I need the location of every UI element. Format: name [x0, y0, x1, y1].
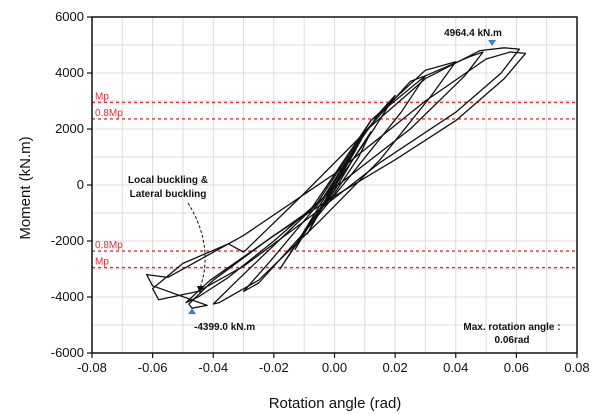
y-tick-labels: -6000 -4000 -2000 0 2000 4000 6000 — [51, 9, 84, 360]
hysteresis-loop-5 — [212, 61, 457, 305]
x-tick-label: -0.08 — [77, 360, 107, 375]
y-tick-label: 2000 — [55, 121, 84, 136]
grid — [91, 16, 578, 354]
y-axis-label: Moment (kN.m) — [17, 136, 34, 239]
max-rotation-annotation-line-1: Max. rotation angle : — [463, 322, 560, 333]
max-rotation-annotation-line-2: 0.06rad — [494, 335, 529, 346]
buckling-annotation-arrowhead — [197, 286, 203, 294]
x-tick-labels: -0.08 -0.06 -0.04 -0.02 0.00 0.02 0.04 0.06 0.08 — [77, 360, 589, 375]
x-tick-label: 0.02 — [382, 360, 407, 375]
hysteresis-loop-8 — [145, 51, 527, 309]
reference-line-label-3: Mp — [95, 257, 109, 268]
peak-marker-1 — [188, 308, 197, 315]
hysteresis-loop-7 — [151, 47, 521, 301]
y-tick-label: -6000 — [51, 345, 84, 360]
y-tick-label: 6000 — [55, 9, 84, 24]
hysteresis-loops — [145, 47, 527, 309]
x-tick-label: 0.04 — [443, 360, 468, 375]
reference-line-label-0: Mp — [95, 91, 109, 102]
hysteresis-loop-6 — [185, 51, 484, 304]
max-rotation-annotation: Max. rotation angle : 0.06rad — [463, 322, 560, 346]
y-tick-label: -4000 — [51, 289, 84, 304]
x-axis-label: Rotation angle (rad) — [269, 395, 402, 412]
reference-lines: Mp 0.8Mp 0.8Mp Mp — [92, 91, 577, 269]
buckling-annotation-line-2: Lateral buckling — [130, 189, 207, 200]
y-tick-label: 0 — [77, 177, 84, 192]
buckling-annotation-arrow — [187, 202, 206, 289]
x-tick-label: -0.02 — [259, 360, 289, 375]
y-tick-label: 4000 — [55, 65, 84, 80]
reference-line-label-2: 0.8Mp — [95, 240, 123, 251]
y-tick-label: -2000 — [51, 233, 84, 248]
buckling-annotation: Local buckling & Lateral buckling — [128, 175, 208, 294]
ticks — [87, 16, 578, 358]
reference-line-label-1: 0.8Mp — [95, 108, 123, 119]
peak-marker-0 — [488, 39, 497, 46]
x-tick-label: -0.06 — [138, 360, 168, 375]
x-tick-label: 0.08 — [564, 360, 589, 375]
peak-label-1: -4399.0 kN.m — [194, 322, 255, 333]
peak-label-0: 4964.4 kN.m — [444, 28, 502, 39]
x-tick-label: 0.00 — [322, 360, 347, 375]
buckling-annotation-line-1: Local buckling & — [128, 175, 208, 186]
peak-markers: 4964.4 kN.m -4399.0 kN.m — [188, 28, 502, 333]
x-tick-label: 0.06 — [504, 360, 529, 375]
x-tick-label: -0.04 — [198, 360, 228, 375]
